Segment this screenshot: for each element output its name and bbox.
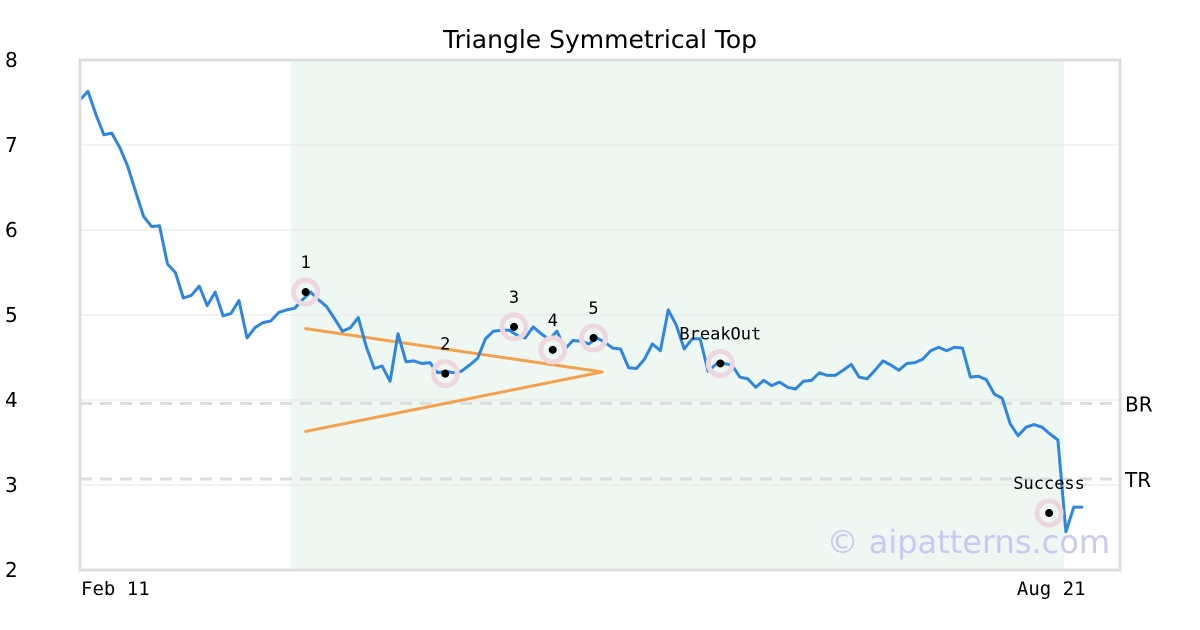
point-dot-4 xyxy=(548,345,557,354)
y-tick-label: 3 xyxy=(5,473,18,497)
y-tick-label: 6 xyxy=(5,218,18,242)
pattern-points: 1 2 3 4 5 BreakOut Success xyxy=(291,253,1085,528)
point-label-success: Success xyxy=(1013,474,1085,494)
reference-lines: BR TR xyxy=(80,392,1153,492)
y-tick-label: 4 xyxy=(5,388,18,412)
point-ring-2 xyxy=(430,359,460,389)
triangle-upper-line xyxy=(304,327,604,374)
point-label-breakout: BreakOut xyxy=(679,324,761,344)
point-dot-success xyxy=(1045,509,1054,518)
point-ring-1 xyxy=(291,277,321,307)
point-ring-success xyxy=(1034,498,1064,528)
reference-label-br: BR xyxy=(1125,392,1153,416)
point-ring-4 xyxy=(538,335,568,365)
point-dot-1 xyxy=(301,288,310,297)
point-ring-3 xyxy=(499,312,529,342)
point-dot-2 xyxy=(441,369,450,378)
point-dot-3 xyxy=(510,322,519,331)
point-label-5: 5 xyxy=(588,299,598,319)
point-ring-breakout xyxy=(705,348,735,378)
x-tick-label: Aug 21 xyxy=(1017,578,1086,600)
triangle-lines xyxy=(304,327,604,433)
y-tick-label: 5 xyxy=(5,303,18,327)
point-dot-5 xyxy=(589,333,598,342)
plot-frame xyxy=(78,58,1122,572)
axis-labels: 2 3 4 5 6 7 8 Feb 11 Aug 21 xyxy=(5,48,1086,600)
point-ring-5 xyxy=(579,323,609,353)
grid-layer xyxy=(80,144,1120,486)
reference-label-tr: TR xyxy=(1124,468,1151,492)
point-label-4: 4 xyxy=(548,311,558,331)
plot-border xyxy=(78,58,1122,572)
watermark-text: © aipatterns.com xyxy=(827,523,1110,561)
x-tick-label: Feb 11 xyxy=(81,578,150,600)
point-label-2: 2 xyxy=(440,335,450,355)
y-tick-label: 7 xyxy=(5,133,18,157)
triangle-lower-line xyxy=(304,370,604,433)
chart-title: Triangle Symmetrical Top xyxy=(442,25,757,54)
point-label-3: 3 xyxy=(509,288,519,308)
y-tick-label: 8 xyxy=(5,48,18,72)
y-tick-label: 2 xyxy=(5,558,18,582)
point-label-1: 1 xyxy=(300,253,310,273)
point-dot-breakout xyxy=(716,359,725,368)
